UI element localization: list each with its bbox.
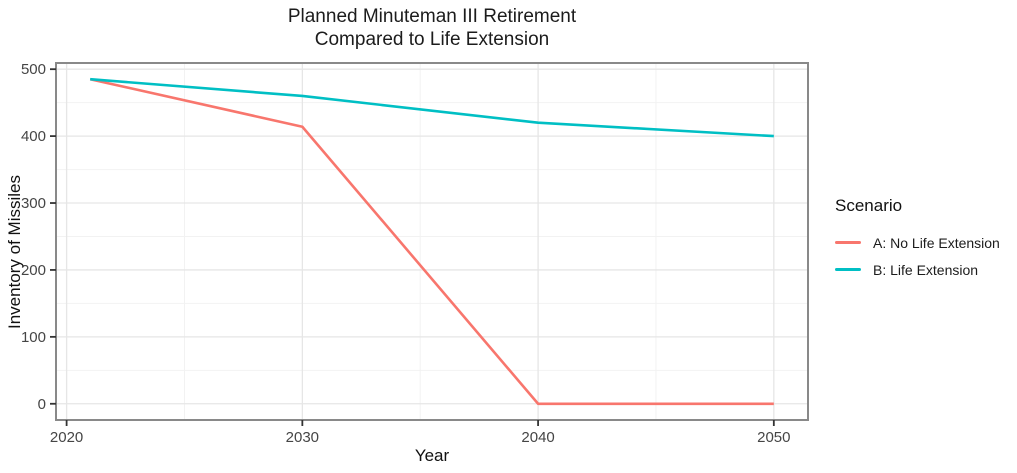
y-tick-label: 500	[21, 61, 46, 78]
y-tick-label: 400	[21, 128, 46, 145]
legend-item-label: A: No Life Extension	[873, 234, 1000, 251]
series-line-b	[90, 77, 774, 138]
legend-key-line	[835, 268, 861, 271]
y-tick-label: 300	[21, 195, 46, 212]
legend: Scenario A: No Life Extension B: Life Ext…	[835, 196, 1000, 283]
legend-item: B: Life Extension	[835, 256, 1000, 283]
y-tick-label: 0	[38, 396, 46, 413]
y-tick-label: 200	[21, 262, 46, 279]
chart-title-line2: Compared to Life Extension	[314, 29, 550, 50]
x-tick-label: 2050	[757, 429, 790, 446]
y-tick-label: 100	[21, 329, 46, 346]
x-axis-title: Year	[414, 446, 450, 465]
legend-item: A: No Life Extension	[835, 229, 1000, 256]
chart-title-line1: Planned Minuteman III Retirement	[287, 6, 577, 27]
legend-key-line	[835, 241, 861, 244]
panel-border	[55, 62, 809, 421]
legend-item-label: B: Life Extension	[873, 261, 979, 278]
y-axis-title: Inventory of Missiles	[5, 175, 24, 329]
x-tick-label: 2030	[286, 429, 319, 446]
legend-title: Scenario	[835, 196, 903, 215]
x-tick-label: 2040	[521, 429, 554, 446]
legend-items: A: No Life Extension B: Life Extension	[835, 229, 1000, 283]
series-line-a	[89, 77, 774, 406]
x-tick-label: 2020	[50, 429, 83, 446]
